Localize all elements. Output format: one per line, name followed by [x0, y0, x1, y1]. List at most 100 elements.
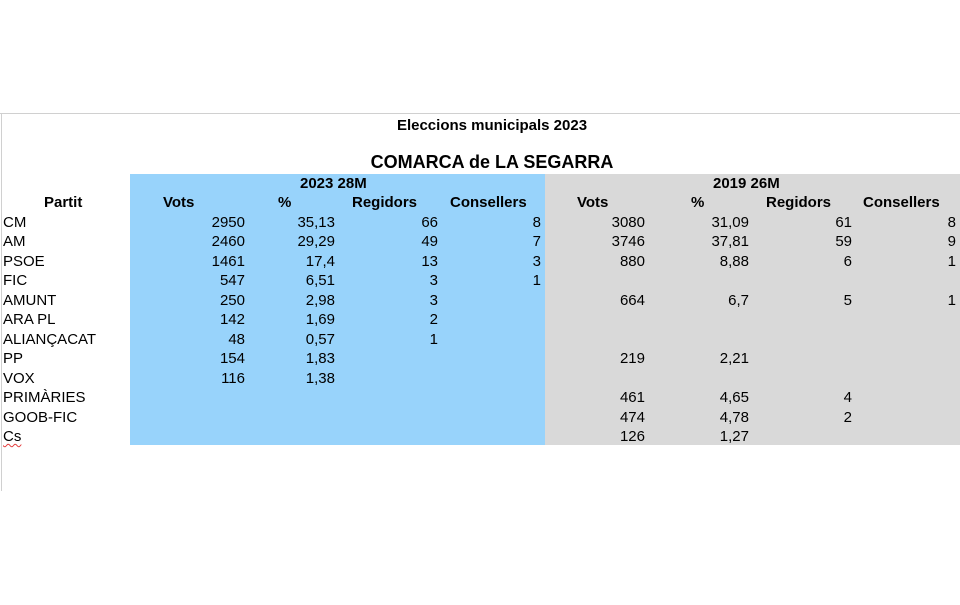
cell-regidors-2023: 2 [429, 311, 438, 329]
cell-regidors-2019: 6 [843, 252, 852, 270]
cell-vots-2023: 48 [228, 330, 245, 348]
cell-regidors-2023: 66 [421, 214, 438, 231]
cell-consellers-2023: 3 [532, 252, 541, 270]
cell-vots-2019 [555, 310, 645, 329]
cell-regidors-2019: 2 [843, 408, 852, 426]
cell-pct-2019: 37,81 [711, 233, 749, 251]
cell-pct-2023: 1,69 [305, 311, 335, 329]
cell-vots-2023: 154 [219, 350, 245, 368]
cell-vots-2023: 142 [219, 311, 245, 329]
sheet-left-border [1, 113, 2, 491]
cell-pct-2019: 1,27 [719, 427, 749, 445]
cell-pct-2019: 4,78 [719, 408, 749, 426]
cell-vots-2019: 3746 [611, 233, 645, 251]
cell-pct-2023 [245, 408, 335, 427]
cell-pct-2023: 29,29 [297, 233, 335, 251]
cell-vots-2019: 880 [619, 252, 645, 270]
cell-vots-2023: 547 [219, 272, 245, 290]
cell-consellers-2023: 8 [532, 214, 541, 231]
cell-regidors-2019: 61 [835, 214, 852, 231]
cell-consellers-2019 [866, 271, 956, 290]
cell-pct-2019: 8,88 [719, 252, 749, 270]
cell-partit: GOOB-FIC [3, 408, 78, 426]
cell-consellers-2023 [451, 388, 541, 407]
cell-consellers-2019 [866, 369, 956, 388]
cell-vots-2019 [555, 369, 645, 388]
cell-pct-2023: 35,13 [297, 214, 335, 231]
cell-regidors-2019: 4 [843, 389, 852, 407]
cell-pct-2019 [659, 330, 749, 349]
cell-regidors-2023 [348, 388, 438, 407]
cell-pct-2023: 17,4 [305, 252, 335, 270]
cell-regidors-2023: 13 [421, 252, 438, 270]
cell-pct-2023: 0,57 [305, 330, 335, 348]
header-regidors-2019: Regidors [766, 194, 832, 211]
cell-partit: VOX [3, 369, 35, 387]
cell-regidors-2023 [348, 369, 438, 388]
cell-vots-2023: 1461 [211, 252, 245, 270]
cell-vots-2023: 2460 [211, 233, 245, 251]
cell-consellers-2019 [866, 349, 956, 368]
sheet-title: Eleccions municipals 2023 [396, 117, 588, 134]
sheet-subtitle: COMARCA de LA SEGARRA [370, 152, 614, 172]
cell-partit: AMUNT [3, 291, 57, 309]
cell-consellers-2023 [451, 291, 541, 310]
cell-consellers-2019: 1 [947, 291, 956, 309]
cell-vots-2019 [555, 271, 645, 290]
cell-consellers-2023: 7 [532, 233, 541, 251]
cell-regidors-2019 [762, 310, 852, 329]
cell-regidors-2023 [348, 349, 438, 368]
cell-consellers-2019: 9 [947, 233, 956, 251]
group-header-2023: 2023 28M [300, 175, 367, 192]
cell-vots-2023 [155, 408, 245, 427]
cell-pct-2019 [659, 369, 749, 388]
cell-pct-2023: 1,83 [305, 350, 335, 368]
cell-vots-2019: 3080 [611, 214, 645, 231]
cell-regidors-2019: 59 [835, 233, 852, 251]
cell-pct-2023: 6,51 [305, 272, 335, 290]
cell-vots-2023: 250 [219, 291, 245, 309]
cell-vots-2019 [555, 330, 645, 349]
cell-partit: Cs [3, 427, 22, 445]
cell-regidors-2023: 49 [421, 233, 438, 251]
cell-vots-2023: 116 [221, 369, 245, 387]
cell-pct-2023: 1,38 [305, 369, 335, 387]
cell-vots-2023: 2950 [211, 214, 245, 231]
cell-consellers-2019 [866, 427, 956, 446]
cell-partit: AM [3, 233, 26, 251]
header-regidors-2023: Regidors [352, 194, 418, 211]
cell-consellers-2023 [451, 310, 541, 329]
cell-vots-2023 [155, 427, 245, 446]
header-consellers-2019: Consellers [863, 194, 940, 211]
cell-consellers-2023 [451, 427, 541, 446]
cell-vots-2023 [155, 388, 245, 407]
cell-vots-2019: 474 [619, 408, 645, 426]
header-pct-2019: % [691, 194, 705, 211]
cell-partit: PSOE [3, 252, 45, 270]
cell-consellers-2023: 1 [532, 272, 541, 290]
cell-regidors-2023: 3 [429, 291, 438, 309]
cell-vots-2019: 126 [619, 427, 645, 445]
cell-consellers-2019 [866, 408, 956, 427]
header-pct-2023: % [278, 194, 292, 211]
group-header-2019: 2019 26M [713, 175, 780, 192]
cell-consellers-2023 [451, 369, 541, 388]
cell-regidors-2019 [762, 271, 852, 290]
cell-partit: PP [3, 350, 24, 368]
cell-consellers-2019: 8 [947, 214, 956, 231]
cell-partit: ARA PL [3, 311, 56, 329]
cell-consellers-2019: 1 [947, 252, 956, 270]
cell-regidors-2019: 5 [843, 291, 852, 309]
cell-consellers-2019 [866, 330, 956, 349]
cell-regidors-2023: 1 [429, 330, 438, 348]
header-partit: Partit [44, 194, 83, 211]
header-vots-2023: Vots [163, 194, 195, 211]
block-2023-background [130, 174, 545, 445]
cell-consellers-2019 [866, 310, 956, 329]
cell-pct-2023: 2,98 [305, 291, 335, 309]
cell-vots-2019: 461 [619, 389, 645, 407]
cell-consellers-2023 [451, 408, 541, 427]
cell-vots-2019: 219 [619, 350, 645, 368]
cell-regidors-2019 [762, 427, 852, 446]
cell-regidors-2023: 3 [429, 272, 438, 290]
